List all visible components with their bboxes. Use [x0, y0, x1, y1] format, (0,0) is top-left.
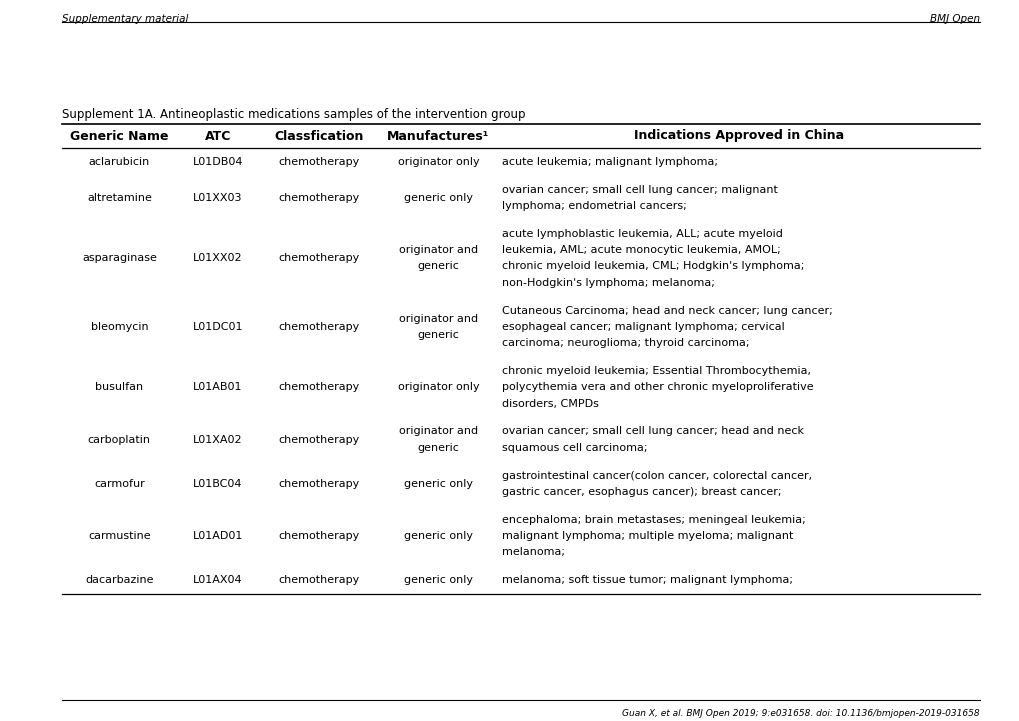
- Text: L01AD01: L01AD01: [193, 531, 243, 541]
- Text: Indications Approved in China: Indications Approved in China: [634, 130, 844, 143]
- Text: originator and: originator and: [398, 427, 478, 436]
- Text: lymphoma; endometrial cancers;: lymphoma; endometrial cancers;: [501, 201, 686, 211]
- Text: Manufactures¹: Manufactures¹: [387, 130, 489, 143]
- Text: ATC: ATC: [205, 130, 231, 143]
- Text: BMJ Open: BMJ Open: [929, 14, 979, 24]
- Text: esophageal cancer; malignant lymphoma; cervical: esophageal cancer; malignant lymphoma; c…: [501, 322, 784, 332]
- Text: L01XX03: L01XX03: [194, 193, 243, 203]
- Text: ovarian cancer; small cell lung cancer; malignant: ovarian cancer; small cell lung cancer; …: [501, 185, 777, 195]
- Text: encephaloma; brain metastases; meningeal leukemia;: encephaloma; brain metastases; meningeal…: [501, 515, 805, 525]
- Text: Supplement 1A. Antineoplastic medications samples of the intervention group: Supplement 1A. Antineoplastic medication…: [62, 108, 525, 121]
- Text: melanoma;: melanoma;: [501, 547, 565, 557]
- Text: disorders, CMPDs: disorders, CMPDs: [501, 399, 598, 409]
- Text: acute lymphoblastic leukemia, ALL; acute myeloid: acute lymphoblastic leukemia, ALL; acute…: [501, 229, 783, 239]
- Text: non-Hodgkin's lymphoma; melanoma;: non-Hodgkin's lymphoma; melanoma;: [501, 278, 714, 288]
- Text: chemotherapy: chemotherapy: [278, 157, 360, 167]
- Text: generic: generic: [417, 330, 459, 340]
- Text: chemotherapy: chemotherapy: [278, 575, 360, 585]
- Text: aclarubicin: aclarubicin: [89, 157, 150, 167]
- Text: Generic Name: Generic Name: [70, 130, 168, 143]
- Text: chemotherapy: chemotherapy: [278, 193, 360, 203]
- Text: originator and: originator and: [398, 314, 478, 324]
- Text: squamous cell carcinoma;: squamous cell carcinoma;: [501, 443, 647, 453]
- Text: generic: generic: [417, 443, 459, 453]
- Text: Supplementary material: Supplementary material: [62, 14, 189, 24]
- Text: L01XA02: L01XA02: [193, 435, 243, 445]
- Text: melanoma; soft tissue tumor; malignant lymphoma;: melanoma; soft tissue tumor; malignant l…: [501, 575, 793, 585]
- Text: asparaginase: asparaginase: [82, 253, 157, 263]
- Text: generic only: generic only: [404, 575, 473, 585]
- Text: L01BC04: L01BC04: [194, 479, 243, 489]
- Text: Cutaneous Carcinoma; head and neck cancer; lung cancer;: Cutaneous Carcinoma; head and neck cance…: [501, 306, 832, 316]
- Text: ovarian cancer; small cell lung cancer; head and neck: ovarian cancer; small cell lung cancer; …: [501, 427, 803, 436]
- Text: L01DC01: L01DC01: [193, 322, 244, 332]
- Text: L01XX02: L01XX02: [193, 253, 243, 263]
- Text: leukemia, AML; acute monocytic leukemia, AMOL;: leukemia, AML; acute monocytic leukemia,…: [501, 245, 780, 255]
- Text: generic only: generic only: [404, 479, 473, 489]
- Text: generic only: generic only: [404, 531, 473, 541]
- Text: carboplatin: carboplatin: [88, 435, 151, 445]
- Text: chemotherapy: chemotherapy: [278, 382, 360, 392]
- Text: carmustine: carmustine: [88, 531, 151, 541]
- Text: chemotherapy: chemotherapy: [278, 253, 360, 263]
- Text: busulfan: busulfan: [95, 382, 144, 392]
- Text: Guan X, et al. BMJ Open 2019; 9:e031658. doi: 10.1136/bmjopen-2019-031658: Guan X, et al. BMJ Open 2019; 9:e031658.…: [622, 709, 979, 718]
- Text: polycythemia vera and other chronic myeloproliferative: polycythemia vera and other chronic myel…: [501, 382, 813, 392]
- Text: chemotherapy: chemotherapy: [278, 435, 360, 445]
- Text: chemotherapy: chemotherapy: [278, 479, 360, 489]
- Text: gastric cancer, esophagus cancer); breast cancer;: gastric cancer, esophagus cancer); breas…: [501, 487, 781, 497]
- Text: originator and: originator and: [398, 245, 478, 255]
- Text: L01DB04: L01DB04: [193, 157, 244, 167]
- Text: chronic myeloid leukemia, CML; Hodgkin's lymphoma;: chronic myeloid leukemia, CML; Hodgkin's…: [501, 262, 804, 271]
- Text: carcinoma; neuroglioma; thyroid carcinoma;: carcinoma; neuroglioma; thyroid carcinom…: [501, 338, 749, 348]
- Text: malignant lymphoma; multiple myeloma; malignant: malignant lymphoma; multiple myeloma; ma…: [501, 531, 793, 541]
- Text: gastrointestinal cancer(colon cancer, colorectal cancer,: gastrointestinal cancer(colon cancer, co…: [501, 471, 811, 481]
- Text: L01AB01: L01AB01: [194, 382, 243, 392]
- Text: originator only: originator only: [397, 382, 479, 392]
- Text: chemotherapy: chemotherapy: [278, 322, 360, 332]
- Text: carmofur: carmofur: [94, 479, 145, 489]
- Text: Classfication: Classfication: [274, 130, 364, 143]
- Text: L01AX04: L01AX04: [193, 575, 243, 585]
- Text: dacarbazine: dacarbazine: [85, 575, 154, 585]
- Text: generic: generic: [417, 262, 459, 271]
- Text: chronic myeloid leukemia; Essential Thrombocythemia,: chronic myeloid leukemia; Essential Thro…: [501, 366, 810, 376]
- Text: bleomycin: bleomycin: [91, 322, 148, 332]
- Text: altretamine: altretamine: [87, 193, 152, 203]
- Text: originator only: originator only: [397, 157, 479, 167]
- Text: generic only: generic only: [404, 193, 473, 203]
- Text: chemotherapy: chemotherapy: [278, 531, 360, 541]
- Text: acute leukemia; malignant lymphoma;: acute leukemia; malignant lymphoma;: [501, 157, 717, 167]
